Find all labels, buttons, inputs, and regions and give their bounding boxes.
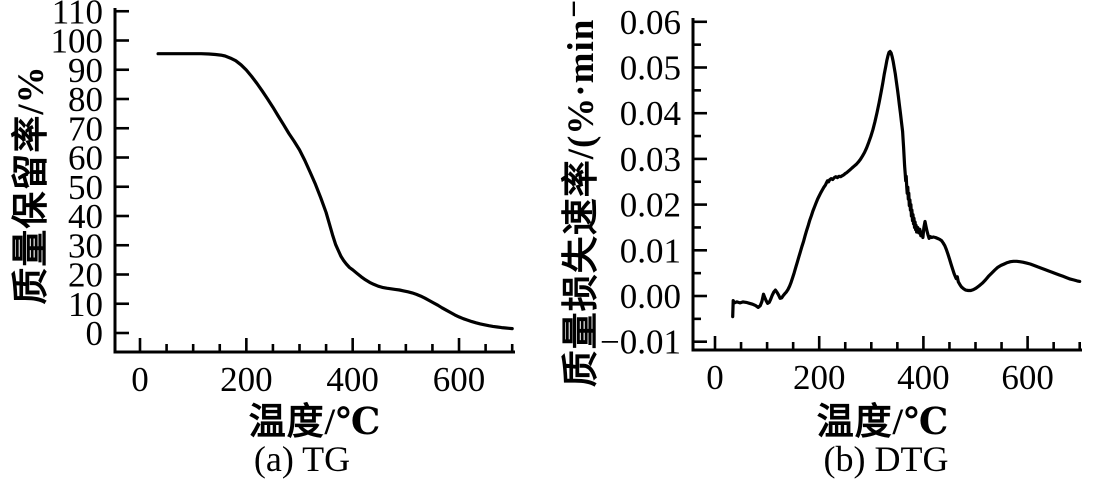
dtg-y-tick-label: 0.03 bbox=[620, 140, 681, 179]
dtg-x-tick-label: 600 bbox=[1001, 358, 1054, 397]
dtg-y-tick-label: 0.01 bbox=[620, 231, 681, 270]
dtg-y-tick-label: 0.02 bbox=[620, 186, 681, 225]
dtg-y-tick-label: −0.01 bbox=[600, 323, 681, 362]
tg-curve bbox=[156, 52, 514, 331]
dtg-x-tick-label: 400 bbox=[897, 358, 950, 397]
tg-x-tick-label: 400 bbox=[326, 360, 379, 399]
tg-x-tick-label: 200 bbox=[220, 360, 273, 399]
tg-y-tick-label: 0 bbox=[86, 314, 104, 353]
tg-x-tick-label: 600 bbox=[433, 360, 486, 399]
dtg-axes bbox=[691, 18, 1082, 352]
tg-y-tick-label: 70 bbox=[68, 109, 103, 148]
dtg-x-tick-label: 0 bbox=[706, 358, 724, 397]
tg-y-tick-label: 50 bbox=[68, 168, 103, 207]
dtg-caption: (b) DTG bbox=[823, 439, 949, 479]
dtg-y-tick-label: 0.04 bbox=[620, 94, 681, 133]
dtg-y-tick-label: 0.06 bbox=[620, 3, 681, 42]
dtg-y-axis-title: 质量损失速率/(%·min⁻¹) bbox=[561, 0, 602, 388]
tg-x-axis-title: 温度/℃ bbox=[248, 402, 382, 443]
tg-y-tick-label: 100 bbox=[51, 22, 104, 61]
dtg-x-axis-title: 温度/℃ bbox=[816, 402, 950, 443]
dtg-curve bbox=[731, 49, 1082, 319]
tg-y-tick-label: 110 bbox=[52, 0, 103, 31]
dtg-y-tick-label: 0.05 bbox=[620, 49, 681, 88]
tg-caption: (a) TG bbox=[253, 439, 351, 479]
dtg-x-tick-label: 200 bbox=[793, 358, 846, 397]
tg-y-tick-label: 80 bbox=[68, 80, 103, 119]
tg-x-tick-label: 0 bbox=[131, 360, 149, 399]
tg-y-tick-label: 20 bbox=[68, 256, 103, 295]
dtg-y-tick-label: 0.00 bbox=[620, 277, 681, 316]
tg-y-axis-title: 质量保留率/% bbox=[11, 65, 52, 305]
tg-y-tick-label: 40 bbox=[68, 197, 103, 236]
tg-y-tick-label: 10 bbox=[68, 285, 103, 324]
tg-axes bbox=[113, 8, 515, 354]
tg-y-tick-label: 60 bbox=[68, 139, 103, 178]
tg-y-tick-label: 30 bbox=[68, 226, 103, 265]
tg-y-tick-label: 90 bbox=[68, 51, 103, 90]
